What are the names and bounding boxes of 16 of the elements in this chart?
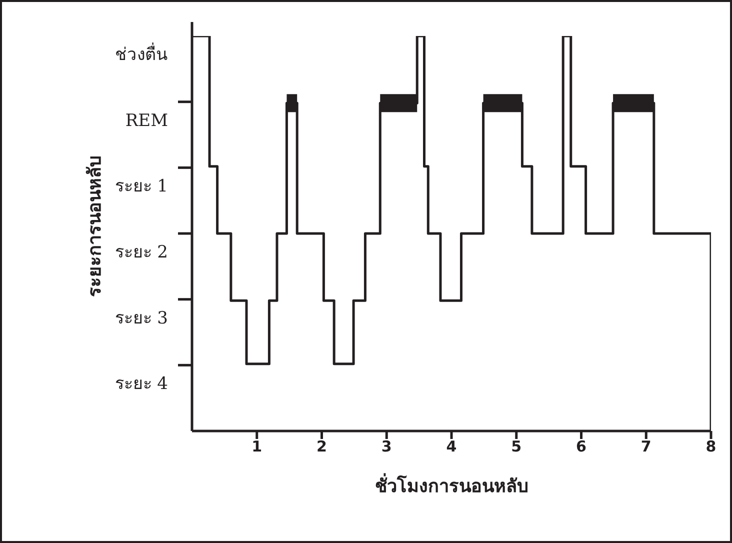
- x-tick-label: 6: [576, 438, 586, 456]
- text: ระยะ 4: [114, 374, 168, 394]
- x-tick-label: 1: [252, 438, 262, 456]
- text: ช่วงตื่น: [115, 42, 168, 65]
- x-tick-label: 2: [316, 438, 327, 456]
- text: REM: [125, 110, 168, 131]
- x-tick-label: 7: [640, 438, 652, 456]
- x-tick-label: 4: [446, 438, 457, 456]
- text: ระยะ 3: [114, 308, 168, 328]
- text: ระยะ 2: [114, 242, 168, 262]
- x-tick-label: 3: [381, 438, 392, 456]
- x-tick-label: 8: [706, 438, 716, 456]
- y-axis-title: ระยะการนอนหลับ: [84, 156, 106, 297]
- x-axis-title: ชั่วโมงการนอนหลับ: [375, 472, 528, 497]
- x-tick-label: 5: [511, 438, 522, 456]
- text: ระยะ 1: [114, 176, 168, 197]
